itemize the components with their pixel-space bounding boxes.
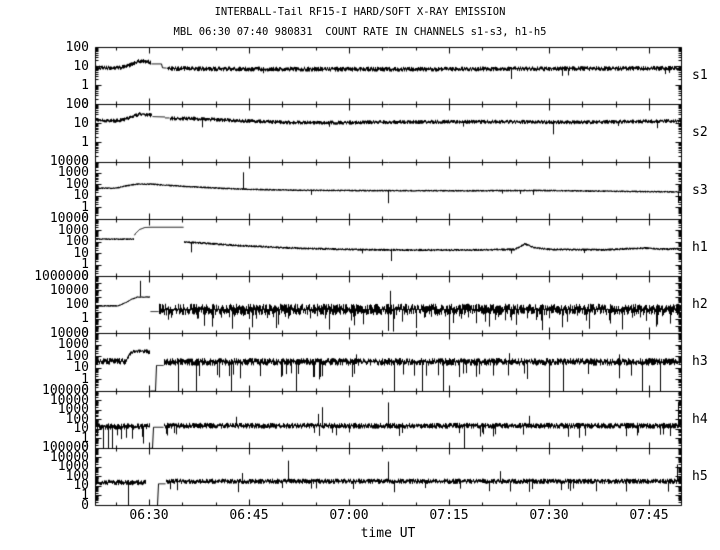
plot-canvas <box>0 0 720 550</box>
screenshot-root: INTERBALL-Tail RF15-I HARD/SOFT X-RAY EM… <box>0 0 720 550</box>
